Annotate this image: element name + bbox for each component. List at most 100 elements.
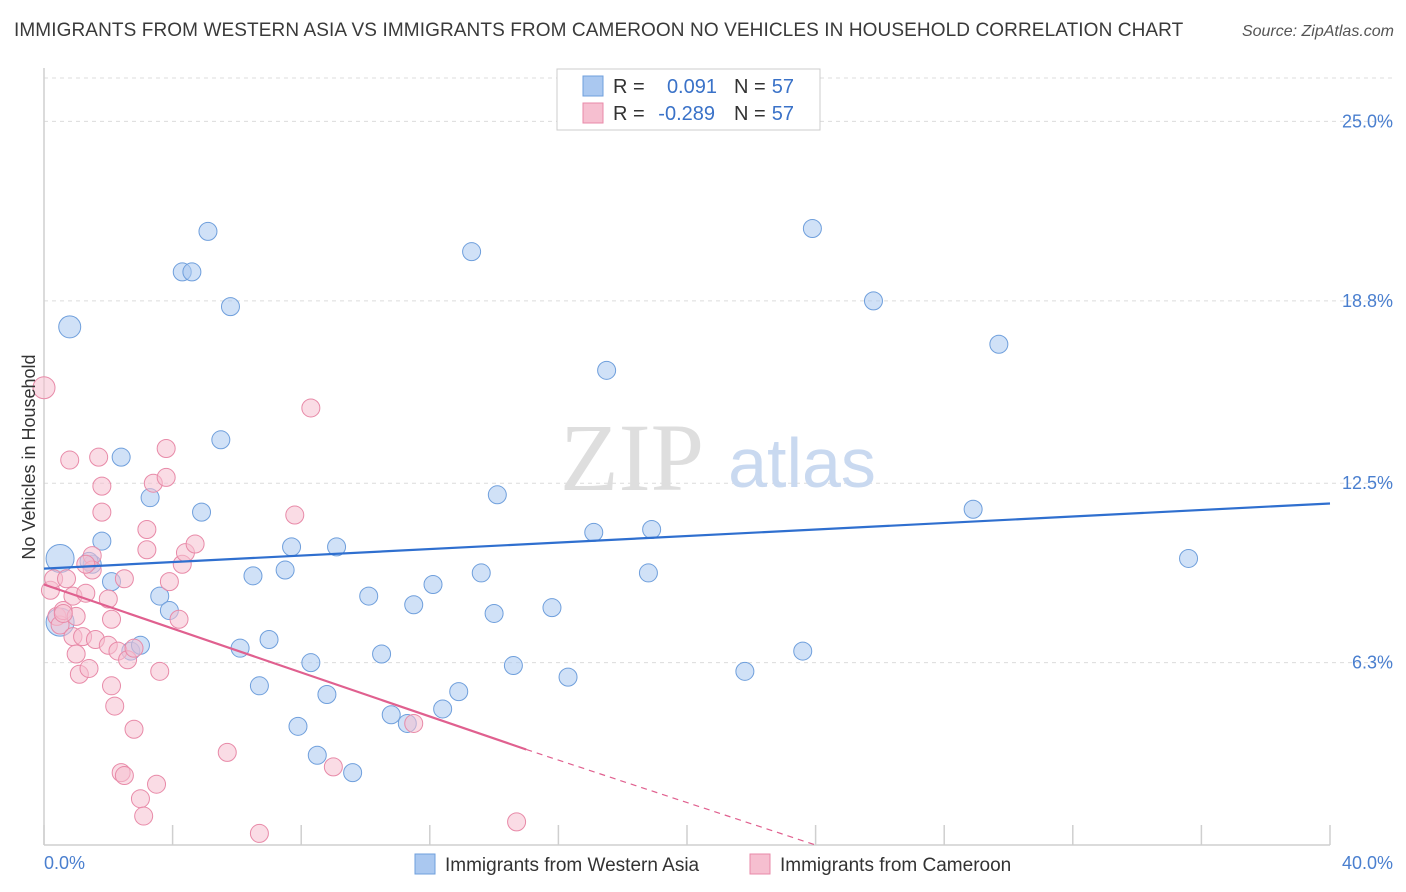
blue-point (192, 502, 212, 522)
pink-point (301, 398, 321, 418)
blue-point (317, 684, 337, 704)
pink-point (404, 713, 424, 733)
blue-point (542, 598, 562, 618)
legend-swatch-blue (582, 75, 604, 97)
blue-point (220, 297, 240, 317)
blue-point (343, 763, 363, 783)
blue-point (433, 699, 453, 719)
blue-point (58, 315, 82, 339)
blue-point (92, 531, 112, 551)
pink-point (105, 696, 125, 716)
bottom-legend-swatch-blue (414, 853, 436, 875)
trend-lines (43, 502, 1331, 846)
pink-point (124, 719, 144, 739)
blue-point (1179, 548, 1199, 568)
blue-point (275, 560, 295, 580)
blue-point (307, 745, 327, 765)
legend-n-value-blue: 57 (772, 76, 794, 98)
blue-point (597, 360, 617, 380)
blue-point (359, 586, 379, 606)
blue-point (243, 566, 263, 586)
pink-point (102, 609, 122, 629)
blue-point (182, 262, 202, 282)
blue-point (863, 291, 883, 311)
pink-point (114, 569, 134, 589)
pink-point (130, 789, 150, 809)
blue-point (449, 682, 469, 702)
legend-r-label-pink: R = (613, 103, 645, 125)
blue-trend-line (43, 502, 1331, 570)
pink-point (156, 438, 176, 458)
y-tick-label: 25.0% (1342, 111, 1393, 131)
chart-title: IMMIGRANTS FROM WESTERN ASIA VS IMMIGRAN… (14, 20, 1184, 41)
blue-point (558, 667, 578, 687)
tick-labels: 6.3% 12.5% 18.8% 25.0% 0.0% 40.0% (44, 111, 1393, 873)
blue-point (584, 522, 604, 542)
source-label: Source: ZipAtlas.com (1241, 23, 1394, 40)
pink-point (57, 569, 77, 589)
legend-r-value-pink: -0.289 (658, 103, 715, 125)
pink-point (60, 450, 80, 470)
pink-point (185, 534, 205, 554)
y-axis-title: No Vehicles in Household (19, 354, 39, 559)
bottom-legend-swatch-pink (749, 853, 771, 875)
legend-n-label-blue: N = (734, 76, 766, 98)
blue-point (372, 644, 392, 664)
blue-point (301, 653, 321, 673)
pink-point (147, 774, 167, 794)
pink-point (102, 676, 122, 696)
blue-point (288, 716, 308, 736)
pink-point (79, 658, 99, 678)
pink-point (150, 661, 170, 681)
pink-point (249, 823, 269, 843)
blue-point (282, 537, 302, 557)
legend-r-label-blue: R = (613, 76, 645, 98)
blue-point (404, 595, 424, 615)
pink-point (137, 540, 157, 560)
bottom-legend-label-blue: Immigrants from Western Asia (445, 855, 700, 876)
pink-point (159, 572, 179, 592)
legend: R = 0.091 N = 57 R = -0.289 N = 57 (556, 68, 821, 131)
blue-point (423, 575, 443, 595)
scatter-points (32, 219, 1199, 843)
blue-point (802, 219, 822, 239)
pink-point (53, 603, 73, 623)
legend-n-label-pink: N = (734, 103, 766, 125)
pink-trend-extension (526, 748, 816, 846)
pink-point (92, 502, 112, 522)
blue-point (793, 641, 813, 661)
blue-point (963, 499, 983, 519)
blue-point (471, 563, 491, 583)
axes (43, 68, 1331, 846)
pink-point (124, 638, 144, 658)
blue-point (642, 520, 662, 540)
pink-point (323, 757, 343, 777)
blue-point (111, 447, 131, 467)
blue-point (198, 221, 218, 241)
blue-point (503, 656, 523, 676)
legend-r-value-blue: 0.091 (667, 76, 717, 98)
y-tick-label: 12.5% (1342, 473, 1393, 493)
pink-point (507, 812, 527, 832)
watermark-zip: ZIP (560, 404, 704, 511)
blue-point (735, 661, 755, 681)
pink-point (156, 467, 176, 487)
blue-point (211, 430, 231, 450)
pink-trend-line (43, 583, 527, 751)
legend-swatch-pink (582, 102, 604, 124)
legend-n-value-pink: 57 (772, 103, 794, 125)
blue-point (989, 334, 1009, 354)
bottom-legend-label-pink: Immigrants from Cameroon (780, 855, 1011, 876)
x-tick-label: 0.0% (44, 853, 85, 873)
blue-point (462, 242, 482, 262)
pink-point (217, 742, 237, 762)
pink-point (114, 766, 134, 786)
zipatlas-watermark: ZIP atlas (560, 404, 876, 511)
bottom-legend: Immigrants from Western Asia Immigrants … (414, 853, 1011, 876)
pink-point (98, 589, 118, 609)
blue-point (381, 705, 401, 725)
x-tick-label: 40.0% (1342, 853, 1393, 873)
pink-point (137, 520, 157, 540)
blue-point (638, 563, 658, 583)
pink-point (285, 505, 305, 525)
